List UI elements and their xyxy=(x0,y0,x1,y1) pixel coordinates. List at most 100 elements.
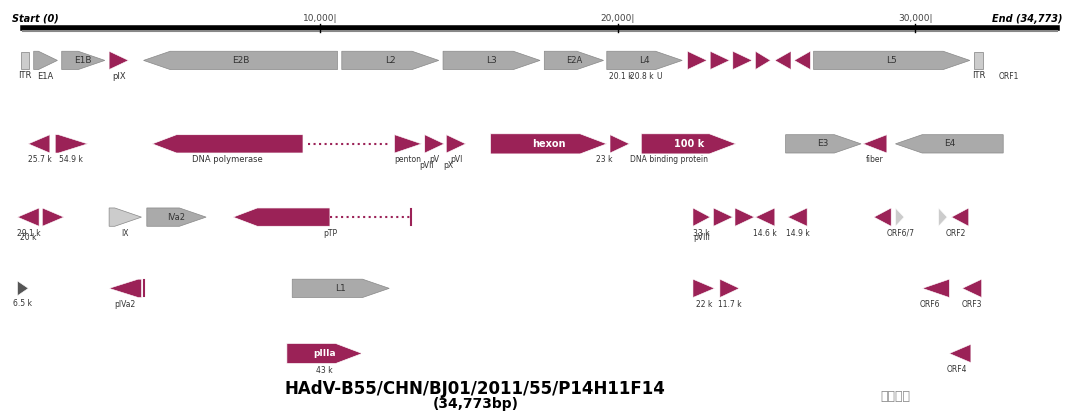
Polygon shape xyxy=(394,135,421,153)
Text: 6.5 k: 6.5 k xyxy=(13,299,32,308)
Polygon shape xyxy=(17,281,28,296)
Text: DNA polymerase: DNA polymerase xyxy=(192,155,264,164)
Text: L5: L5 xyxy=(887,56,897,65)
Text: 11.7 k: 11.7 k xyxy=(718,300,741,309)
Text: E3: E3 xyxy=(818,139,829,148)
Polygon shape xyxy=(144,51,337,69)
Text: 14.6 k: 14.6 k xyxy=(753,228,777,237)
Polygon shape xyxy=(642,134,737,154)
Polygon shape xyxy=(233,208,330,226)
Text: U: U xyxy=(657,72,662,81)
Text: 14.9 k: 14.9 k xyxy=(785,228,809,237)
Polygon shape xyxy=(109,208,141,226)
Polygon shape xyxy=(949,344,971,363)
Polygon shape xyxy=(874,208,891,226)
Text: 病毒学界: 病毒学界 xyxy=(880,390,910,403)
Polygon shape xyxy=(693,208,711,226)
Text: 43 k: 43 k xyxy=(316,366,333,375)
Text: ITR: ITR xyxy=(972,71,985,80)
Polygon shape xyxy=(424,135,444,153)
Text: ORF6: ORF6 xyxy=(920,300,941,309)
Text: DNA binding protein: DNA binding protein xyxy=(631,155,708,164)
Polygon shape xyxy=(607,51,683,69)
Polygon shape xyxy=(735,208,754,226)
Polygon shape xyxy=(17,208,39,226)
Text: E2A: E2A xyxy=(566,56,582,65)
Text: L3: L3 xyxy=(486,56,497,65)
Polygon shape xyxy=(755,208,774,226)
Text: hexon: hexon xyxy=(531,139,565,149)
Text: ITR: ITR xyxy=(18,71,31,80)
Text: 20 k: 20 k xyxy=(21,233,37,242)
Polygon shape xyxy=(720,279,740,297)
Text: E1A: E1A xyxy=(38,72,54,81)
Text: penton: penton xyxy=(394,155,421,164)
Text: 100 k: 100 k xyxy=(674,139,704,149)
Text: pIIIa: pIIIa xyxy=(313,349,336,358)
Polygon shape xyxy=(490,134,607,154)
Text: ORF1: ORF1 xyxy=(999,72,1020,81)
Text: 23 k: 23 k xyxy=(596,155,612,164)
Text: E2B: E2B xyxy=(232,56,249,65)
Text: IX: IX xyxy=(122,228,129,237)
Text: pVII: pVII xyxy=(419,161,434,170)
Text: 33 k: 33 k xyxy=(693,228,710,237)
Polygon shape xyxy=(922,279,949,297)
Polygon shape xyxy=(109,51,129,69)
Polygon shape xyxy=(42,208,64,226)
Polygon shape xyxy=(544,51,604,69)
Polygon shape xyxy=(152,135,303,153)
Polygon shape xyxy=(711,51,730,69)
Text: pVI: pVI xyxy=(449,155,462,164)
Polygon shape xyxy=(443,51,540,69)
Text: IVa2: IVa2 xyxy=(167,213,186,222)
Polygon shape xyxy=(693,279,715,297)
Polygon shape xyxy=(787,208,807,226)
Text: ORF6/7: ORF6/7 xyxy=(887,228,915,237)
Text: 29.1 k: 29.1 k xyxy=(16,228,40,237)
Polygon shape xyxy=(794,51,810,69)
Text: ORF2: ORF2 xyxy=(946,228,966,237)
Text: pVIII: pVIII xyxy=(693,233,710,242)
Bar xyxy=(21,52,29,69)
Polygon shape xyxy=(714,208,733,226)
Polygon shape xyxy=(863,135,887,153)
Text: 22 k: 22 k xyxy=(696,300,712,309)
Polygon shape xyxy=(813,51,970,69)
Text: L2: L2 xyxy=(384,56,395,65)
Polygon shape xyxy=(755,51,770,69)
Polygon shape xyxy=(62,51,105,69)
Text: End (34,773): End (34,773) xyxy=(991,14,1063,24)
Text: 25.7 k: 25.7 k xyxy=(28,155,52,164)
Polygon shape xyxy=(610,135,630,153)
Text: pTP: pTP xyxy=(323,228,337,237)
Polygon shape xyxy=(287,343,362,363)
Polygon shape xyxy=(939,208,947,226)
Polygon shape xyxy=(28,135,50,153)
Polygon shape xyxy=(962,279,982,297)
Text: L1: L1 xyxy=(335,284,346,293)
Text: L4: L4 xyxy=(639,56,650,65)
Polygon shape xyxy=(895,208,904,226)
Polygon shape xyxy=(785,135,861,153)
Text: pIVa2: pIVa2 xyxy=(114,300,136,309)
Text: pX: pX xyxy=(444,161,454,170)
Text: 10,000|: 10,000| xyxy=(303,14,338,23)
Text: E4: E4 xyxy=(944,139,955,148)
Polygon shape xyxy=(895,135,1003,153)
Polygon shape xyxy=(33,51,57,69)
Text: (34,773bp): (34,773bp) xyxy=(432,396,518,411)
Polygon shape xyxy=(733,51,752,69)
Text: HAdV-B55/CHN/BJ01/2011/55/P14H11F14: HAdV-B55/CHN/BJ01/2011/55/P14H11F14 xyxy=(285,380,665,398)
Text: 54.9 k: 54.9 k xyxy=(59,155,83,164)
Polygon shape xyxy=(688,51,707,69)
Text: pIX: pIX xyxy=(112,72,125,81)
Polygon shape xyxy=(109,279,141,297)
Polygon shape xyxy=(446,135,465,153)
Text: fiber: fiber xyxy=(866,155,883,164)
Polygon shape xyxy=(293,279,389,297)
Polygon shape xyxy=(55,135,87,153)
Text: 30,000|: 30,000| xyxy=(897,14,932,23)
Text: pV: pV xyxy=(430,155,440,164)
Text: ORF4: ORF4 xyxy=(947,365,967,374)
